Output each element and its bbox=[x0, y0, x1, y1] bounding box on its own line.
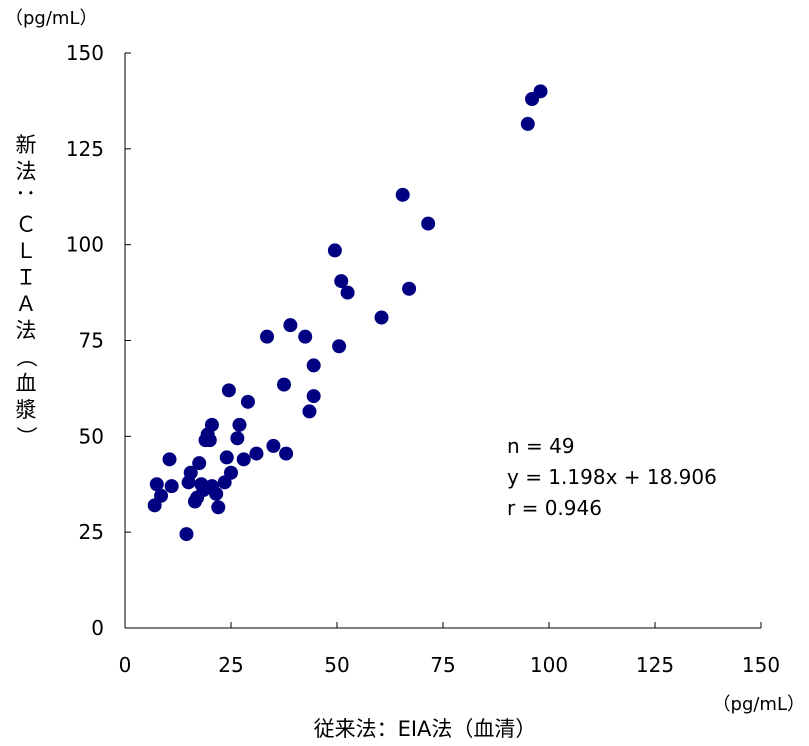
data-point bbox=[298, 329, 313, 344]
x-tick-label: 75 bbox=[430, 653, 455, 677]
x-tick-label: 150 bbox=[742, 653, 780, 677]
data-point bbox=[183, 465, 198, 480]
y-axis-title-char: 新 bbox=[16, 133, 37, 157]
data-point bbox=[221, 383, 236, 398]
data-point bbox=[211, 500, 226, 515]
data-point bbox=[224, 465, 238, 480]
data-point bbox=[149, 477, 164, 492]
data-point bbox=[421, 216, 436, 231]
y-axis-title-char: 法 bbox=[16, 160, 37, 184]
y-axis-title-char: ） bbox=[14, 426, 38, 447]
x-tick-label: 50 bbox=[324, 653, 349, 677]
data-point bbox=[395, 187, 410, 202]
data-point bbox=[266, 438, 281, 453]
data-point bbox=[306, 389, 321, 404]
data-point bbox=[374, 310, 389, 325]
data-point bbox=[192, 456, 207, 471]
x-tick-label: 125 bbox=[636, 653, 674, 677]
data-point bbox=[230, 431, 245, 446]
data-point bbox=[340, 285, 355, 300]
x-tick-label: 25 bbox=[218, 653, 243, 677]
stats-annotation-line: r = 0.946 bbox=[507, 496, 602, 520]
x-unit-label: （pg/mL） bbox=[713, 694, 805, 715]
y-axis-title-char: 法 bbox=[16, 319, 37, 343]
data-point bbox=[164, 479, 179, 494]
y-axis-title-char: 血 bbox=[16, 372, 37, 396]
data-point bbox=[332, 339, 347, 354]
y-tick-label: 75 bbox=[79, 329, 104, 353]
data-point bbox=[533, 84, 548, 99]
data-point bbox=[219, 450, 234, 465]
y-tick-label: 50 bbox=[79, 424, 104, 448]
x-axis-title: 従来法：EIA法（血清） bbox=[314, 717, 537, 741]
data-point bbox=[240, 394, 255, 409]
data-point bbox=[249, 446, 264, 461]
y-axis-title-char: ： bbox=[14, 188, 38, 209]
data-point bbox=[179, 527, 194, 542]
data-point bbox=[204, 417, 219, 432]
y-axis-title-char: Ｉ bbox=[16, 266, 37, 290]
data-point bbox=[279, 446, 294, 461]
stats-annotation-line: n = 49 bbox=[507, 434, 575, 458]
y-tick-label: 25 bbox=[79, 520, 104, 544]
data-point bbox=[283, 318, 298, 333]
data-point bbox=[334, 274, 349, 289]
data-point bbox=[209, 486, 224, 501]
data-point bbox=[302, 404, 317, 419]
data-point bbox=[306, 358, 321, 373]
data-point bbox=[277, 377, 291, 392]
data-point bbox=[402, 281, 417, 296]
data-point bbox=[202, 433, 217, 448]
data-point bbox=[327, 243, 342, 258]
y-tick-label: 125 bbox=[66, 137, 104, 161]
data-point bbox=[232, 417, 247, 432]
y-axis-title-char: 漿 bbox=[16, 398, 37, 422]
data-point bbox=[154, 488, 169, 503]
y-axis-title-char: Ｃ bbox=[16, 213, 37, 237]
y-axis-title-char: Ｌ bbox=[16, 239, 37, 263]
y-tick-label: 0 bbox=[91, 616, 104, 640]
y-tick-label: 100 bbox=[66, 233, 104, 257]
data-point bbox=[162, 452, 177, 467]
data-point bbox=[520, 116, 535, 131]
y-axis-title-char: （ bbox=[14, 347, 38, 368]
data-point bbox=[260, 329, 275, 344]
x-tick-label: 100 bbox=[530, 653, 568, 677]
y-unit-label: （pg/mL） bbox=[5, 8, 97, 29]
data-point bbox=[236, 452, 251, 467]
y-tick-label: 150 bbox=[66, 41, 104, 65]
y-axis-title-char: Ａ bbox=[16, 292, 37, 316]
stats-annotation-line: y = 1.198x + 18.906 bbox=[507, 465, 717, 489]
x-tick-label: 0 bbox=[119, 653, 132, 677]
